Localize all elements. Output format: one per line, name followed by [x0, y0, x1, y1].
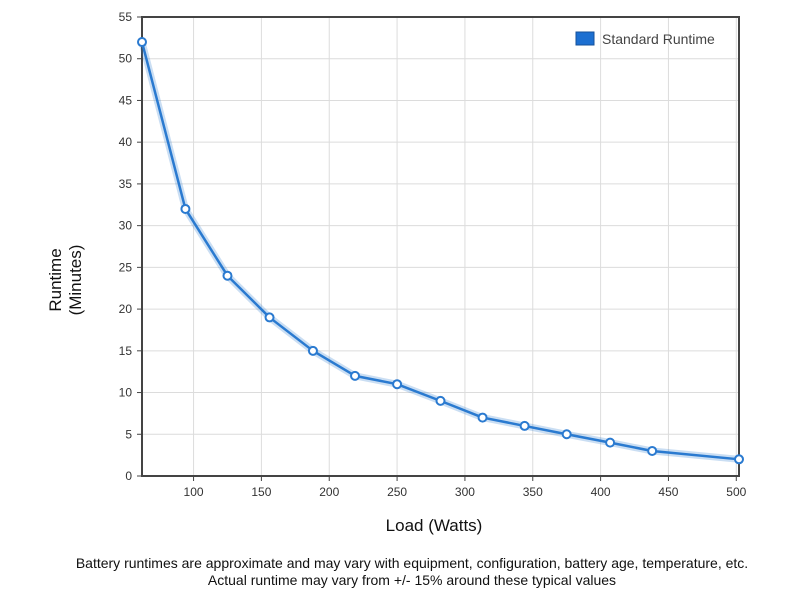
x-tick-label: 500 [726, 485, 746, 499]
data-point [435, 395, 446, 406]
x-tick-label: 200 [319, 485, 339, 499]
y-tick-label: 30 [119, 219, 133, 233]
y-tick-label: 20 [119, 302, 133, 316]
y-tick-label: 25 [119, 260, 133, 274]
y-tick-label: 45 [119, 93, 133, 107]
legend-label: Standard Runtime [602, 31, 715, 47]
y-tick-label: 15 [119, 344, 133, 358]
series-layer [137, 37, 744, 465]
disclaimer-line-2: Actual runtime may vary from +/- 15% aro… [207, 572, 617, 588]
y-tick-label: 5 [125, 427, 132, 441]
data-point [477, 412, 488, 423]
y-tick-label: 40 [119, 135, 133, 149]
legend-swatch [575, 31, 595, 46]
data-point [605, 437, 616, 448]
grid-lines [142, 16, 739, 477]
data-point [519, 420, 530, 431]
data-point [734, 454, 744, 465]
data-point [392, 379, 403, 390]
axis-labels: Load (Watts) Runtime(Minutes) [46, 245, 482, 535]
series-line [140, 40, 741, 461]
y-axis-label-line: Runtime [46, 248, 65, 311]
x-tick-label: 250 [387, 485, 407, 499]
data-point [307, 345, 318, 356]
axes [137, 16, 740, 481]
y-tick-label: 10 [119, 386, 133, 400]
y-axis-label: Runtime(Minutes) [46, 245, 85, 316]
x-tick-label: 400 [591, 485, 611, 499]
x-tick-label: 150 [251, 485, 271, 499]
data-point [350, 370, 361, 381]
plot-frame [141, 16, 740, 477]
x-tick-label: 450 [658, 485, 678, 499]
runtime-disclaimer: Battery runtimes are approximate and may… [0, 555, 800, 589]
data-point [137, 37, 147, 48]
x-tick-label: 300 [455, 485, 475, 499]
y-tick-label: 55 [119, 10, 133, 24]
y-tick-label: 50 [119, 52, 133, 66]
y-axis-label-line: (Minutes) [66, 245, 85, 316]
x-axis-label: Load (Watts) [386, 516, 483, 535]
data-point [647, 445, 658, 456]
data-point [561, 429, 572, 440]
data-point [222, 270, 233, 281]
data-point [264, 312, 275, 323]
y-tick-label: 0 [125, 469, 132, 483]
x-tick-label: 100 [184, 485, 204, 499]
legend: Standard Runtime [575, 31, 715, 47]
y-tick-label: 35 [119, 177, 133, 191]
x-tick-label: 350 [523, 485, 543, 499]
data-point [180, 203, 191, 214]
disclaimer-line-1: Battery runtimes are approximate and may… [75, 555, 749, 571]
tick-labels: 100 150 200 250 300 350 400 450 500 0 5 10 15 20 25 30 3… [119, 10, 747, 499]
